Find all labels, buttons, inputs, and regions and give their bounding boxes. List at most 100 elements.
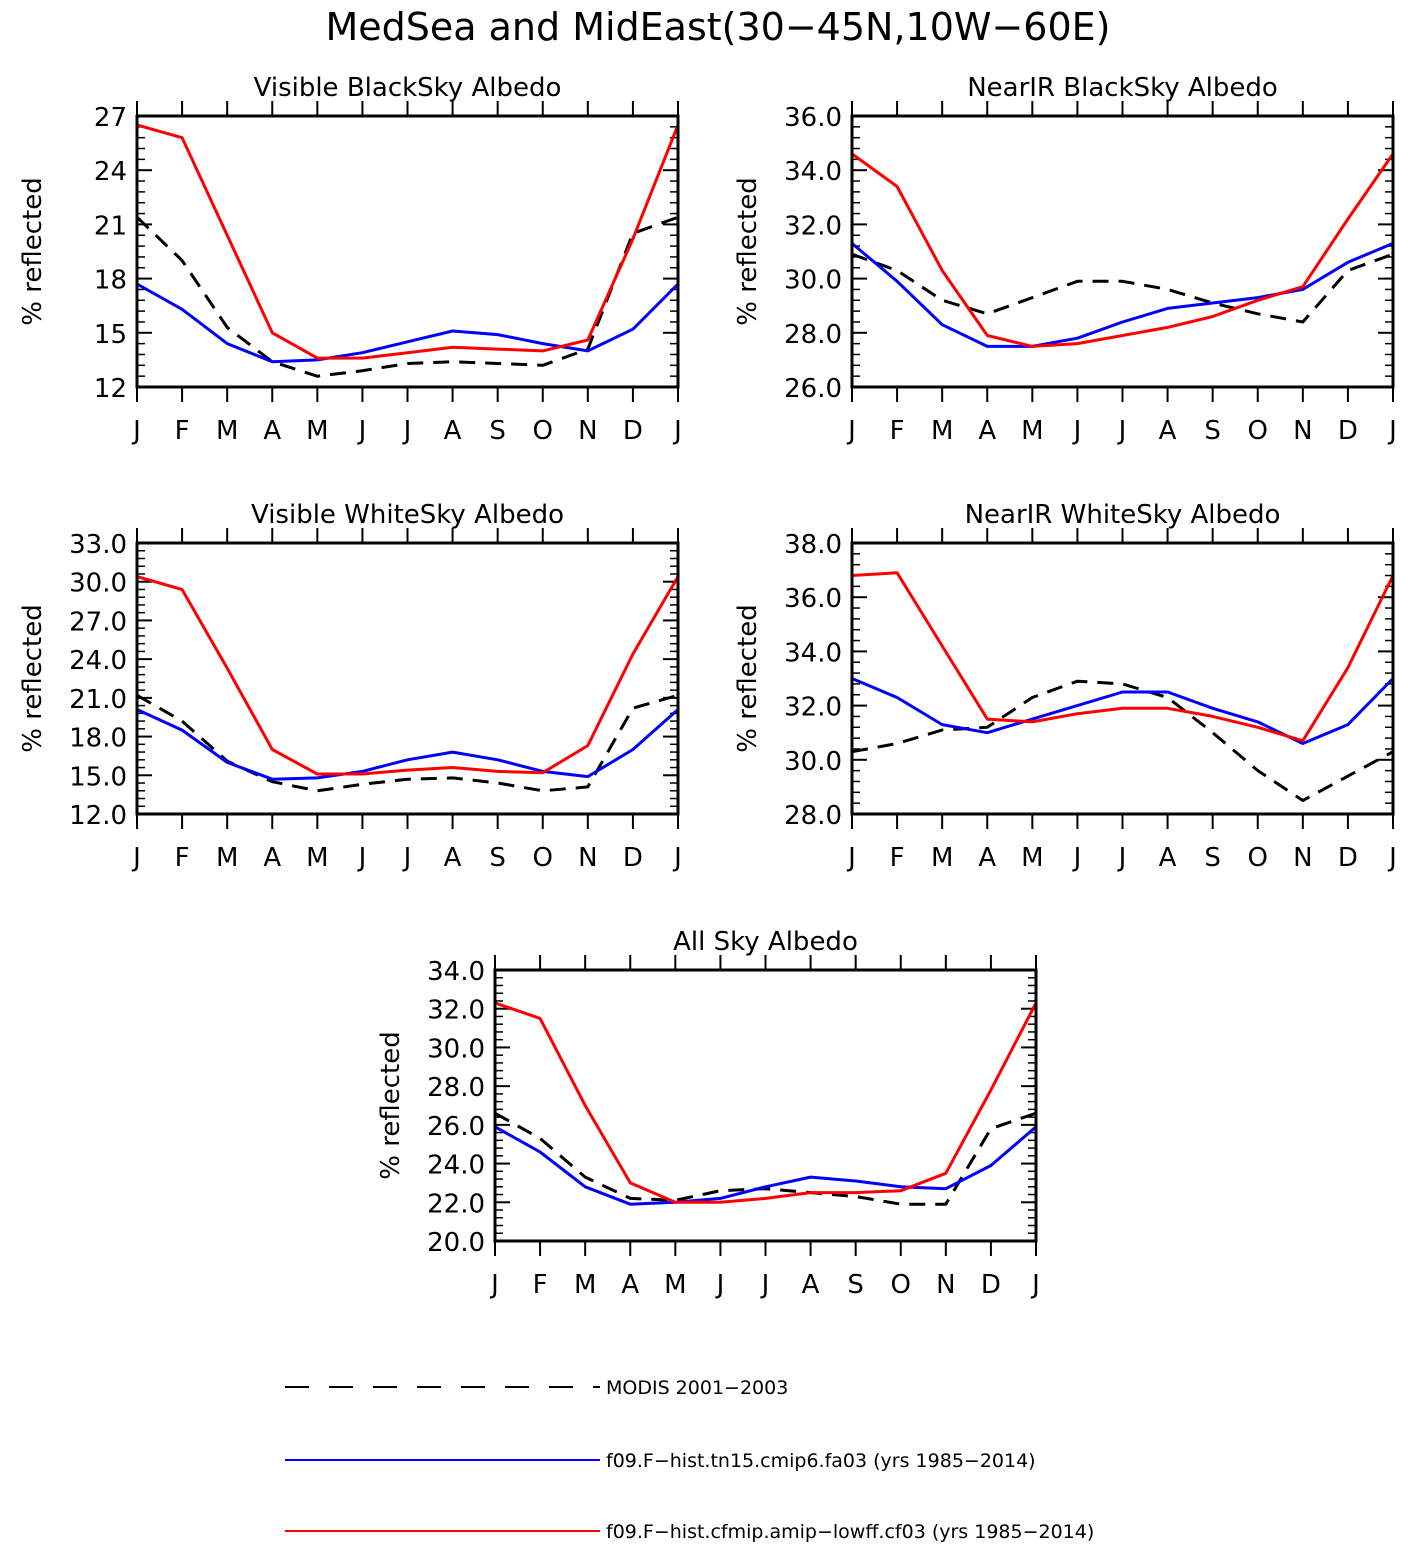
x-tick-label: O — [1248, 416, 1268, 446]
x-tick-label: J — [1030, 1270, 1040, 1300]
x-tick-label: J — [672, 416, 682, 446]
y-tick-label: 27 — [94, 103, 127, 133]
x-tick-label: J — [1387, 843, 1397, 873]
figure-title: MedSea and MidEast(30−45N,10W−60E) — [325, 5, 1110, 49]
x-tick-label: M — [216, 416, 238, 446]
x-tick-label: S — [489, 843, 506, 873]
x-tick-label: A — [263, 843, 281, 873]
x-tick-label: J — [131, 416, 141, 446]
plot-frame — [850, 541, 1395, 816]
x-tick-label: N — [936, 1270, 955, 1300]
y-tick-label: 22.0 — [427, 1189, 485, 1219]
y-tick-label: 18.0 — [69, 724, 127, 754]
axis-ticks — [851, 528, 1394, 829]
y-tick-label: 24.0 — [427, 1151, 485, 1181]
series-line-cmip6 — [494, 1125, 1037, 1206]
x-tick-label: J — [846, 416, 856, 446]
x-tick-label: N — [1293, 843, 1312, 873]
x-tick-label: O — [891, 1270, 911, 1300]
y-tick-label: 30.0 — [784, 266, 842, 296]
x-tick-label: M — [931, 416, 953, 446]
panel-title: NearIR BlackSky Albedo — [967, 73, 1278, 103]
x-tick-label: J — [760, 1270, 770, 1300]
x-tick-label: J — [489, 1270, 499, 1300]
x-tick-label: M — [216, 843, 238, 873]
x-tick-label: J — [131, 843, 141, 873]
x-tick-label: N — [578, 416, 597, 446]
y-tick-label: 20.0 — [427, 1228, 485, 1258]
series-line-modis — [851, 252, 1394, 324]
y-tick-label: 24 — [94, 157, 127, 187]
y-axis-label: % reflected — [18, 177, 48, 325]
x-tick-label: A — [444, 843, 462, 873]
y-tick-label: 34.0 — [784, 638, 842, 668]
series-line-modis — [494, 1111, 1037, 1206]
x-tick-label: F — [175, 416, 190, 446]
legend-entry-cfmip: f09.F−hist.cfmip.amip−lowff.cf03 (yrs 19… — [285, 1521, 1094, 1543]
x-tick-label: J — [1387, 416, 1397, 446]
x-tick-label: J — [357, 416, 367, 446]
x-tick-label: D — [1338, 843, 1358, 873]
y-tick-label: 15 — [94, 320, 127, 350]
series-line-cfmip — [136, 123, 680, 360]
x-tick-label: J — [715, 1270, 725, 1300]
y-tick-label: 12.0 — [69, 801, 127, 831]
series-line-modis — [851, 679, 1394, 802]
x-tick-label: M — [574, 1270, 596, 1300]
x-tick-label: J — [846, 843, 856, 873]
plot-frame — [135, 114, 680, 389]
legend-entry-modis: MODIS 2001−2003 — [285, 1377, 788, 1399]
y-tick-label: 27.0 — [69, 607, 127, 637]
axis-ticks — [494, 955, 1037, 1256]
y-tick-label: 34.0 — [784, 157, 842, 187]
x-tick-label: F — [533, 1270, 548, 1300]
y-axis-label: % reflected — [18, 604, 48, 752]
x-tick-label: M — [306, 416, 328, 446]
series-line-cfmip — [494, 1001, 1038, 1204]
y-tick-label: 28.0 — [427, 1073, 485, 1103]
x-tick-label: D — [623, 843, 643, 873]
x-tick-label: J — [1072, 843, 1082, 873]
y-axis-label: % reflected — [733, 604, 763, 752]
x-tick-label: O — [533, 416, 553, 446]
x-tick-label: M — [664, 1270, 686, 1300]
y-axis-label: % reflected — [376, 1031, 406, 1179]
axis-ticks — [136, 101, 679, 402]
y-tick-label: 30.0 — [427, 1034, 485, 1064]
x-tick-label: D — [1338, 416, 1358, 446]
x-tick-label: A — [621, 1270, 639, 1300]
plot-frame — [135, 541, 680, 816]
y-tick-label: 38.0 — [784, 530, 842, 560]
legend-entry-cmip6: f09.F−hist.tn15.cmip6.fa03 (yrs 1985−201… — [285, 1450, 1036, 1472]
x-tick-label: J — [1117, 843, 1127, 873]
series-line-cmip6 — [851, 242, 1394, 348]
plot-frame — [850, 114, 1395, 389]
x-tick-label: S — [489, 416, 506, 446]
x-tick-label: O — [1248, 843, 1268, 873]
y-tick-label: 24.0 — [69, 646, 127, 676]
x-tick-label: J — [1072, 416, 1082, 446]
x-tick-label: F — [890, 843, 905, 873]
x-tick-label: A — [802, 1270, 820, 1300]
x-tick-label: J — [1117, 416, 1127, 446]
x-tick-label: F — [175, 843, 190, 873]
x-tick-label: J — [402, 843, 412, 873]
x-tick-label: D — [623, 416, 643, 446]
x-tick-label: A — [263, 416, 281, 446]
x-tick-label: J — [357, 843, 367, 873]
axis-ticks — [136, 528, 679, 829]
x-tick-label: O — [533, 843, 553, 873]
panel-title: NearIR WhiteSky Albedo — [965, 500, 1281, 530]
panel-title: Visible WhiteSky Albedo — [251, 500, 564, 530]
x-tick-label: A — [1159, 843, 1177, 873]
y-tick-label: 32.0 — [784, 693, 842, 723]
x-tick-label: S — [1204, 843, 1221, 873]
legend-label: MODIS 2001−2003 — [606, 1377, 788, 1399]
